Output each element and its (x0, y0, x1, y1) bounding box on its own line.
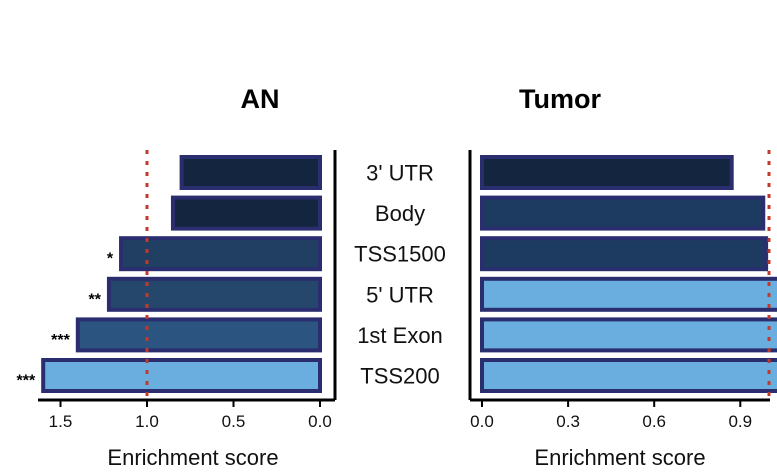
right-bar (480, 155, 734, 190)
left-significance-label: ** (88, 291, 101, 308)
category-label: TSS1500 (354, 242, 446, 267)
category-label: 1st Exon (357, 323, 443, 348)
category-label: 3' UTR (366, 161, 434, 186)
left-panel: *********1.5 1.0 0.5 0.0 (17, 150, 337, 431)
right-x-tick-label: 0.0 (470, 412, 494, 431)
right-bar (480, 317, 777, 353)
left-x-axis-label: Enrichment score (107, 445, 278, 470)
right-bar (480, 276, 777, 312)
left-significance-label: *** (17, 373, 36, 390)
right-bar (480, 358, 777, 393)
category-label: TSS200 (360, 364, 440, 389)
left-x-tick-label: 1.0 (135, 412, 159, 431)
left-bar (106, 276, 322, 312)
left-bar (41, 358, 322, 393)
right-x-axis-label: Enrichment score (534, 445, 705, 470)
right-x-tick-label: 0.6 (642, 412, 666, 431)
left-bar (75, 317, 322, 353)
right-x-tick-label: 0.3 (556, 412, 580, 431)
right-bar (480, 195, 766, 231)
left-bar (179, 155, 322, 190)
left-x-tick-label: 1.5 (49, 412, 73, 431)
left-significance-label: *** (51, 332, 70, 349)
left-bar (119, 236, 322, 272)
category-labels: 3' UTR Body TSS1500 5' UTR 1st Exon TSS200 (354, 161, 446, 389)
category-label: 5' UTR (366, 282, 434, 307)
right-panel-title: Tumor (519, 84, 601, 114)
left-x-tick-label: 0.0 (308, 412, 332, 431)
right-panel: 0.0 0.3 0.6 0.9 (468, 150, 777, 431)
right-bar (480, 236, 769, 272)
right-x-tick-label: 0.9 (728, 412, 752, 431)
left-significance-label: * (107, 251, 114, 268)
left-x-tick-label: 0.5 (222, 412, 246, 431)
left-bar (170, 195, 322, 231)
left-panel-title: AN (241, 84, 280, 114)
category-label: Body (375, 201, 425, 226)
